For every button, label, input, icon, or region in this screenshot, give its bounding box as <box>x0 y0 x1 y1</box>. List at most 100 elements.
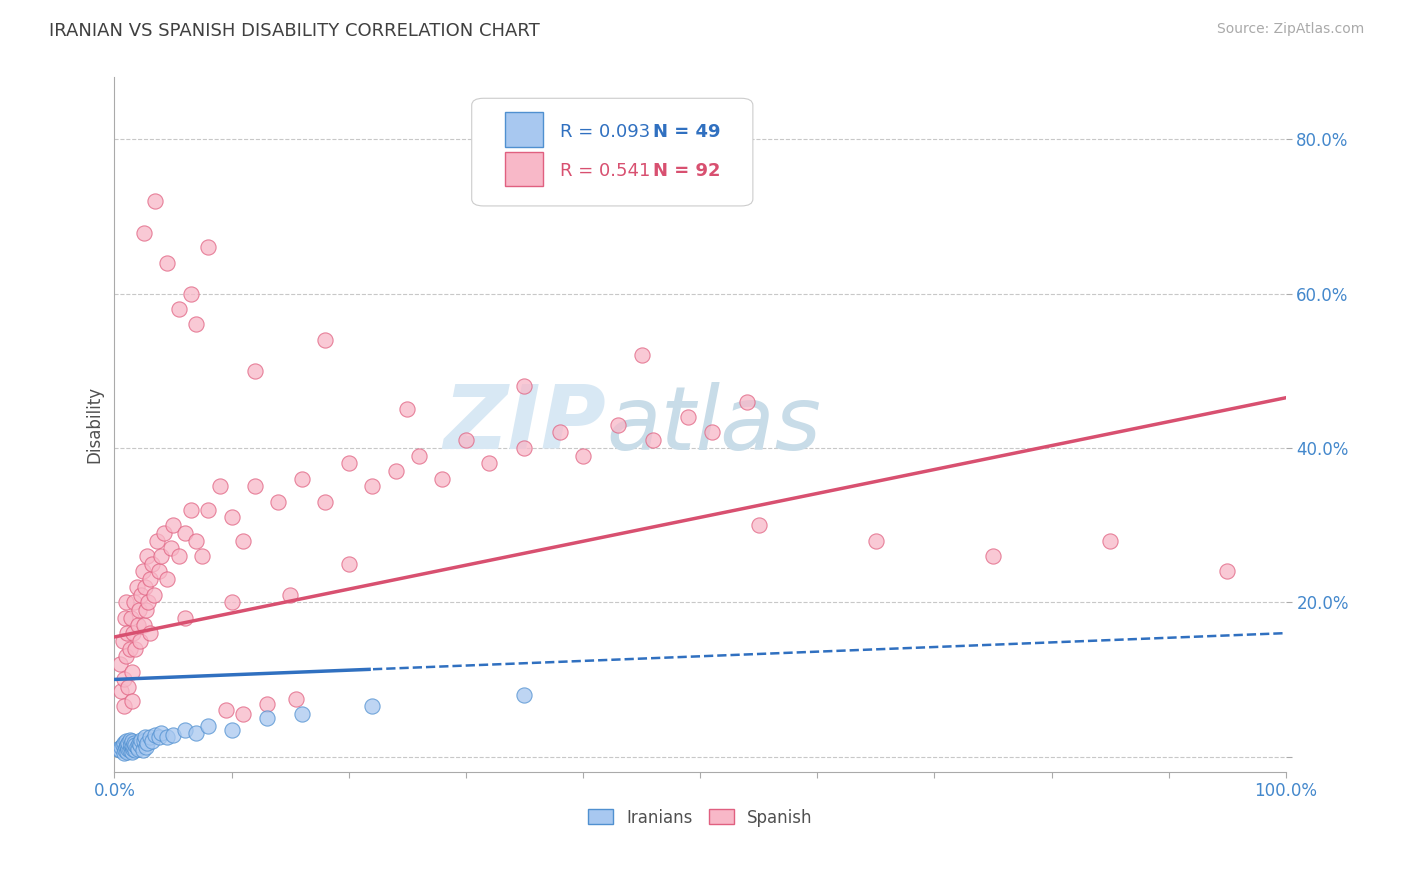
Point <box>124 736 146 750</box>
Point <box>118 641 141 656</box>
Point <box>267 495 290 509</box>
Point <box>143 588 166 602</box>
Point <box>112 673 135 687</box>
Point <box>337 557 360 571</box>
Point <box>138 626 160 640</box>
Point <box>454 433 477 447</box>
Point <box>513 379 536 393</box>
Point <box>117 626 139 640</box>
Point <box>114 743 136 757</box>
Point <box>118 732 141 747</box>
FancyBboxPatch shape <box>472 98 752 206</box>
Point <box>120 610 142 624</box>
Point <box>173 610 195 624</box>
Y-axis label: Disability: Disability <box>86 386 103 463</box>
Point <box>107 742 129 756</box>
Point <box>186 533 208 548</box>
Point <box>981 549 1004 563</box>
Point <box>132 618 155 632</box>
Text: atlas: atlas <box>606 382 821 467</box>
Point <box>180 502 202 516</box>
Point <box>120 740 142 755</box>
Point <box>152 525 174 540</box>
Point <box>112 746 135 760</box>
Point <box>145 728 167 742</box>
Point <box>256 697 278 711</box>
Point <box>197 502 219 516</box>
Point <box>221 723 243 737</box>
Point <box>122 742 145 756</box>
Point <box>115 740 138 755</box>
Point <box>132 227 155 241</box>
Point <box>173 525 195 540</box>
Point <box>630 348 652 362</box>
Point <box>150 726 173 740</box>
Point <box>118 743 141 757</box>
Point <box>1099 533 1122 548</box>
Point <box>156 731 179 745</box>
Text: N = 92: N = 92 <box>654 162 721 180</box>
Legend: Iranians, Spanish: Iranians, Spanish <box>581 802 820 833</box>
Point <box>145 194 167 208</box>
Point <box>384 464 406 478</box>
Point <box>186 318 208 332</box>
Point <box>256 711 278 725</box>
Point <box>285 691 308 706</box>
Point <box>121 694 143 708</box>
Text: N = 49: N = 49 <box>654 122 721 141</box>
Point <box>167 549 190 563</box>
Text: Source: ZipAtlas.com: Source: ZipAtlas.com <box>1216 22 1364 37</box>
Point <box>129 633 152 648</box>
Point <box>197 240 219 254</box>
Point <box>112 699 135 714</box>
Point <box>700 425 723 440</box>
Point <box>124 641 146 656</box>
Point <box>135 603 157 617</box>
Point <box>128 736 150 750</box>
Point <box>186 726 208 740</box>
Point <box>156 255 179 269</box>
Point <box>215 703 238 717</box>
Point <box>134 731 156 745</box>
Point <box>117 680 139 694</box>
Point <box>131 732 153 747</box>
Point <box>337 456 360 470</box>
Point <box>1216 565 1239 579</box>
Text: R = 0.541: R = 0.541 <box>560 162 650 180</box>
Point <box>180 286 202 301</box>
Point <box>124 743 146 757</box>
Point <box>221 510 243 524</box>
Point <box>735 394 758 409</box>
Point <box>278 588 301 602</box>
Point <box>513 441 536 455</box>
Point <box>127 618 149 632</box>
Point <box>110 657 132 671</box>
Point <box>138 731 160 745</box>
Point <box>148 731 170 745</box>
Point <box>121 665 143 679</box>
Point <box>221 595 243 609</box>
Point <box>128 603 150 617</box>
Point <box>138 595 160 609</box>
Point <box>167 301 190 316</box>
FancyBboxPatch shape <box>505 152 543 186</box>
Point <box>120 737 142 751</box>
Point <box>291 472 314 486</box>
Point <box>432 472 454 486</box>
Point <box>148 565 170 579</box>
Text: IRANIAN VS SPANISH DISABILITY CORRELATION CHART: IRANIAN VS SPANISH DISABILITY CORRELATIO… <box>49 22 540 40</box>
Point <box>162 518 184 533</box>
Point <box>865 533 887 548</box>
Point <box>408 449 430 463</box>
Point <box>110 740 132 755</box>
Point <box>232 533 254 548</box>
Point <box>117 742 139 756</box>
Point <box>125 740 148 755</box>
Point <box>607 417 630 432</box>
Point <box>232 707 254 722</box>
Point <box>124 738 146 752</box>
Point <box>396 402 419 417</box>
Point <box>513 688 536 702</box>
Point <box>115 595 138 609</box>
Point <box>115 649 138 664</box>
